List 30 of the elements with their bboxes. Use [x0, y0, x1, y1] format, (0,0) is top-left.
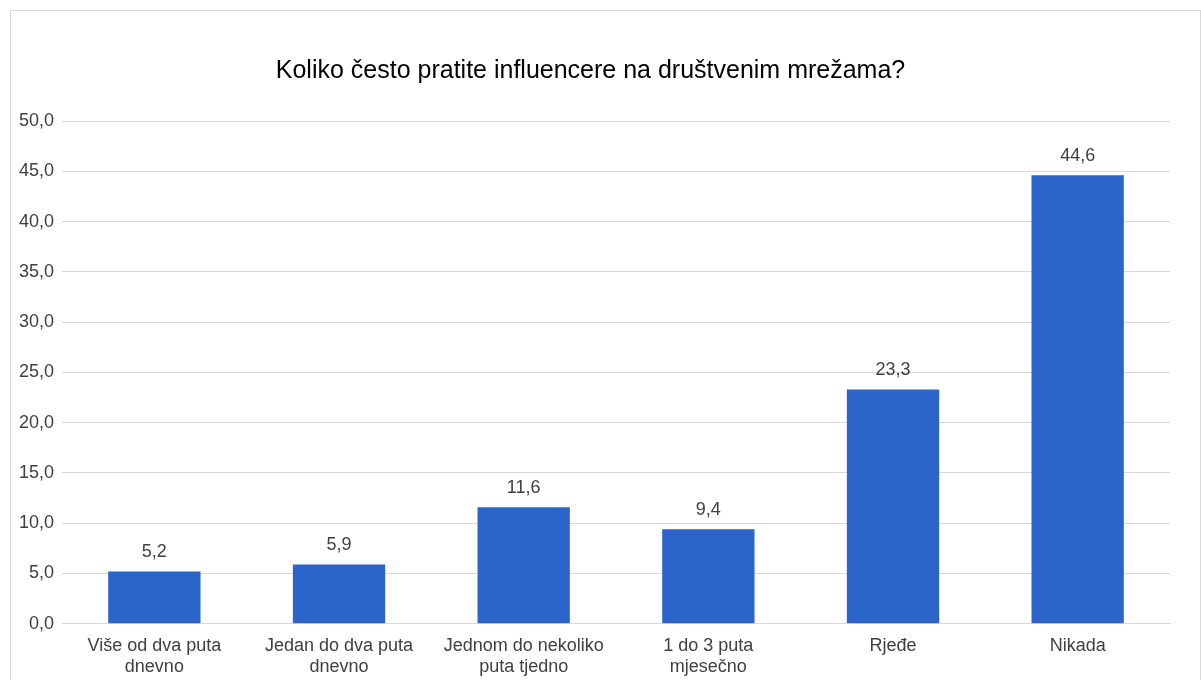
- bar: [1031, 175, 1124, 624]
- x-tick-label: 1 do 3 puta mjesečno: [663, 634, 755, 677]
- data-label: 5,2: [141, 541, 167, 562]
- chart-title: Koliko često pratite influencere na društvenim mrežama?: [275, 54, 906, 83]
- y-tick-label: 20,0: [18, 411, 55, 432]
- x-tick-label: Više od dva puta dnevno: [87, 634, 223, 677]
- y-tick-label: 10,0: [18, 512, 55, 533]
- data-label: 23,3: [875, 359, 911, 380]
- y-tick-label: 35,0: [18, 260, 55, 281]
- x-tick-label: Jedan do dva puta dnevno: [264, 634, 415, 677]
- data-label: 44,6: [1060, 145, 1096, 166]
- y-tick-label: 30,0: [18, 311, 55, 332]
- x-tick-label: Nikada: [1049, 634, 1107, 655]
- bar: [662, 529, 755, 624]
- bar: [292, 564, 386, 624]
- bar: [108, 571, 201, 624]
- data-label: 11,6: [506, 477, 541, 498]
- y-tick-label: 25,0: [18, 361, 55, 382]
- x-tick-label: Rjeđe: [869, 634, 917, 655]
- x-tick-label: Jednom do nekoliko puta tjedno: [443, 634, 604, 677]
- y-tick-label: 15,0: [18, 461, 55, 482]
- data-label: 5,9: [326, 534, 352, 555]
- y-tick-label: 0,0: [29, 612, 55, 633]
- data-label: 9,4: [695, 499, 721, 520]
- y-tick-label: 5,0: [29, 562, 55, 583]
- y-tick-label: 45,0: [18, 160, 55, 181]
- y-tick-label: 50,0: [18, 109, 55, 130]
- bar: [846, 389, 940, 624]
- bar: [477, 507, 570, 624]
- y-tick-label: 40,0: [18, 210, 55, 231]
